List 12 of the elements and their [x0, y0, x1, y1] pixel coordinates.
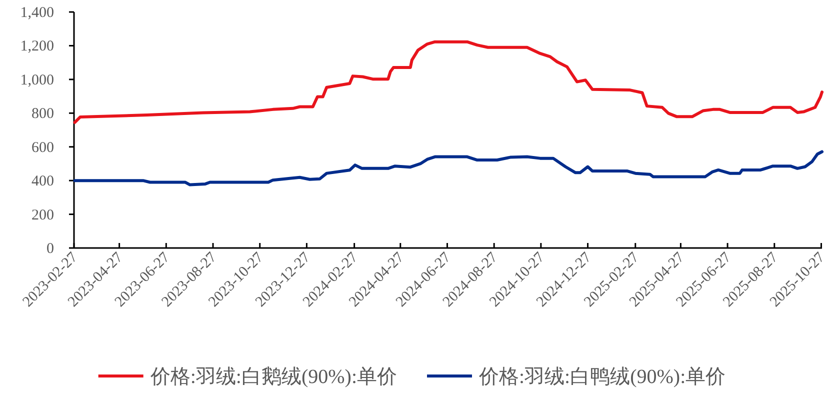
legend-label: 价格:羽绒:白鹅绒(90%):单价: [149, 366, 397, 388]
y-tick-label: 1,200: [20, 38, 54, 55]
y-tick-label: 600: [32, 140, 54, 156]
y-tick-label: 1,400: [20, 5, 54, 21]
y-tick-label: 0: [46, 241, 54, 257]
y-tick-label: 200: [32, 207, 54, 224]
y-tick-label: 800: [32, 106, 54, 122]
line-series: [73, 150, 824, 186]
y-tick-label: 400: [32, 174, 54, 190]
legend-label: 价格:羽绒:白鸭绒(90%):单价: [478, 366, 726, 388]
y-tick-label: 1,000: [20, 72, 54, 88]
line-series: [73, 40, 824, 124]
